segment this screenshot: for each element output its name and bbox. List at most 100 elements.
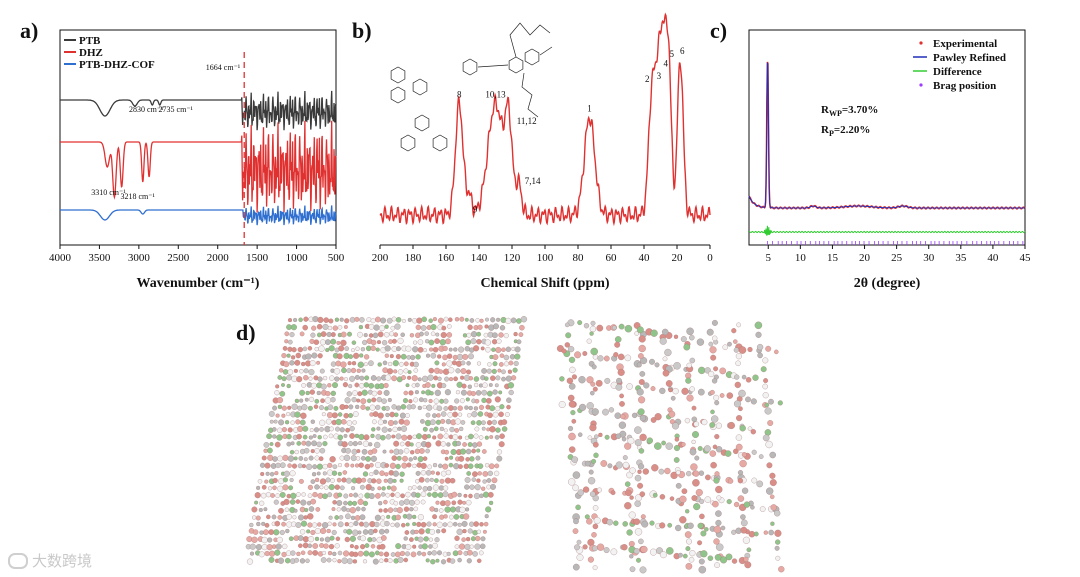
atom <box>381 426 388 433</box>
atom <box>455 440 462 447</box>
atom <box>610 548 618 556</box>
atom <box>681 488 688 495</box>
atom <box>588 469 594 475</box>
atom <box>385 412 390 418</box>
atom <box>336 507 341 512</box>
x-axis-title: Wavenumber (cm⁻¹) <box>137 276 260 291</box>
atom <box>319 368 325 374</box>
atom <box>629 566 636 573</box>
atom <box>558 401 566 408</box>
atom <box>321 550 327 555</box>
atom <box>568 478 576 486</box>
atom <box>375 404 381 410</box>
atom <box>406 462 412 468</box>
atom <box>422 426 428 432</box>
atom <box>467 413 472 418</box>
atom <box>344 346 350 351</box>
atom <box>403 506 410 512</box>
legend-swatch <box>919 41 923 45</box>
atom <box>319 537 324 542</box>
atom <box>277 485 284 492</box>
atom <box>470 536 476 542</box>
atom <box>638 344 646 353</box>
atom <box>736 322 741 328</box>
atom <box>777 400 783 406</box>
atom <box>454 535 460 541</box>
atom <box>318 345 325 352</box>
atom <box>662 356 668 362</box>
atom <box>465 397 470 402</box>
atom <box>637 469 642 474</box>
atom <box>417 536 424 543</box>
atom <box>735 434 743 441</box>
atom <box>430 559 436 565</box>
atom <box>299 398 304 403</box>
atom <box>442 368 450 375</box>
atom <box>587 556 594 563</box>
atom <box>591 364 597 370</box>
atom <box>316 463 323 470</box>
atom <box>405 491 411 498</box>
atom <box>472 529 478 536</box>
atom <box>379 558 384 563</box>
atom <box>291 403 298 410</box>
atom <box>469 521 475 527</box>
atom <box>600 460 608 467</box>
atom <box>451 500 457 506</box>
atom <box>267 537 273 543</box>
atom <box>327 383 332 388</box>
atom <box>367 537 373 543</box>
atom <box>668 387 673 393</box>
atom <box>740 526 748 534</box>
atom <box>361 368 366 373</box>
atom <box>733 501 740 508</box>
atom <box>449 506 457 513</box>
atom <box>365 406 370 411</box>
atom <box>464 477 471 483</box>
atom <box>438 369 444 374</box>
atom <box>337 463 343 468</box>
atom <box>268 529 275 535</box>
nmr-spectrum-line <box>379 12 711 227</box>
atom <box>495 346 502 354</box>
atom <box>619 393 624 399</box>
atom <box>765 440 773 449</box>
atom <box>713 525 722 534</box>
atom <box>743 556 749 562</box>
atom <box>415 470 421 476</box>
atom <box>353 520 359 526</box>
atom <box>357 498 364 505</box>
atom <box>413 456 418 461</box>
atom <box>252 529 259 535</box>
atom <box>408 457 413 462</box>
atom <box>309 428 314 433</box>
atom <box>376 426 381 431</box>
atom <box>634 426 642 434</box>
ring <box>462 58 478 76</box>
atom <box>415 382 420 388</box>
atom <box>649 520 655 526</box>
atom <box>407 370 412 375</box>
atom <box>638 538 644 545</box>
atom <box>568 383 576 390</box>
atom <box>428 367 435 374</box>
atom <box>583 323 590 329</box>
atom <box>346 528 353 535</box>
atom <box>398 500 405 506</box>
atom <box>487 470 493 477</box>
atom <box>651 464 659 472</box>
atom <box>348 404 354 410</box>
atom <box>418 476 425 483</box>
atom <box>334 515 340 520</box>
atom <box>465 499 472 506</box>
x-tick-label: 200 <box>372 252 389 264</box>
atom <box>380 515 386 520</box>
atom <box>302 425 309 432</box>
atom <box>460 389 467 396</box>
atom <box>448 367 455 374</box>
atom <box>436 529 441 534</box>
atom <box>320 331 327 337</box>
atom <box>354 463 360 468</box>
atom <box>446 324 452 329</box>
atom <box>520 316 528 323</box>
